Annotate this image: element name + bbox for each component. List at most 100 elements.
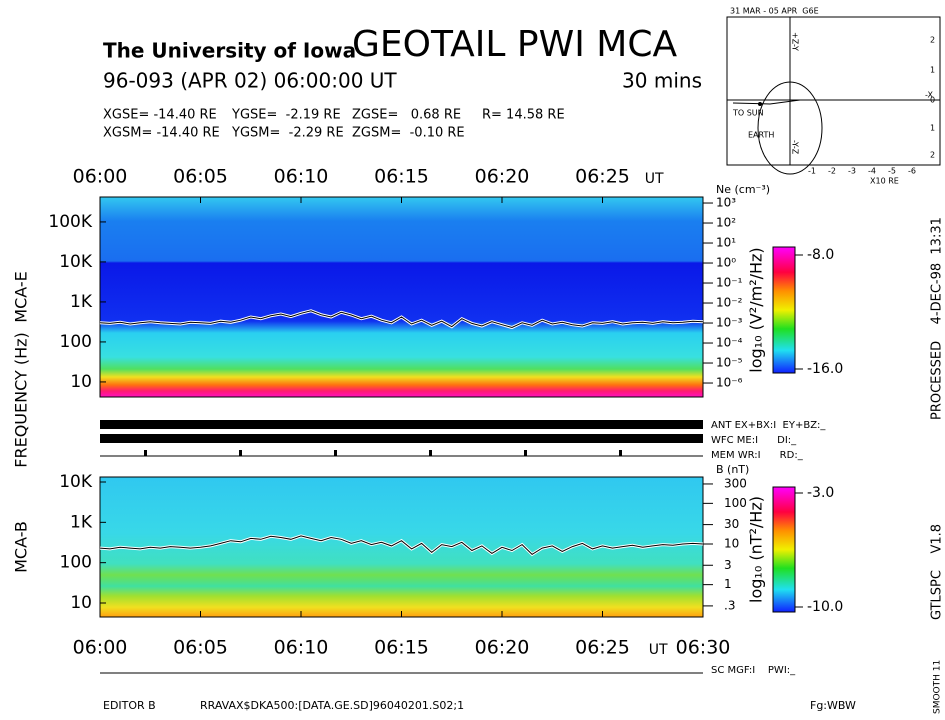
x-tick-label: 06:25	[575, 166, 630, 188]
orbit-unit: X10 RE	[870, 177, 899, 186]
position-item: XGSE= -14.40 RE	[103, 108, 217, 123]
colorbar-label: log₁₀ (nT²/Hz)	[747, 496, 766, 603]
x-tick-label: 06:15	[374, 166, 429, 188]
orbit-tick: 0	[930, 96, 935, 105]
orbit-tick: -3	[848, 167, 856, 176]
mode-tick	[429, 450, 432, 456]
date: 96-093 (APR 02) 06:00:00 UT	[103, 69, 397, 93]
colorbar-tick-label: -3.0	[807, 485, 834, 501]
mode-tick	[619, 450, 622, 456]
y-tick-label: 1K	[70, 292, 93, 312]
orbit-tick: -6	[908, 167, 916, 176]
orbit-tick: -5	[888, 167, 896, 176]
orbit-tick: 2	[930, 36, 935, 45]
y-tick-label: 10K	[59, 252, 93, 272]
y2-tick-label: 300	[724, 476, 747, 490]
orbit-label: EARTH	[748, 131, 774, 140]
orbit-label: -Y-Z	[791, 140, 800, 155]
y2-tick-label: 10⁻⁵	[716, 356, 743, 370]
position-item: R= 14.58 RE	[482, 108, 565, 123]
x-tick-label: 06:05	[173, 166, 228, 188]
footer-text: Fg:WBW	[810, 699, 856, 712]
y2-tick-label: 10⁻⁶	[716, 376, 743, 390]
y2-tick-label: 10¹	[716, 236, 736, 250]
orbit-path	[757, 81, 823, 175]
y2-tick-label: 10⁻⁴	[716, 336, 743, 350]
mode-text: WFC ME:I DI:_	[711, 435, 797, 446]
orbit-tick: -4	[868, 167, 876, 176]
colorbar	[772, 246, 796, 374]
x-unit: UT	[649, 642, 668, 658]
orbit-tick: 2	[930, 151, 935, 160]
position-item: ZGSM= -0.10 RE	[352, 126, 465, 141]
orbit-tick: -2	[828, 167, 836, 176]
y2-tick-label: .3	[724, 598, 735, 612]
y2-tick-label: 10	[724, 537, 739, 551]
y-tick-label: 100K	[48, 212, 92, 232]
mode-bar	[100, 420, 703, 429]
footer-text: EDITOR B	[103, 699, 156, 712]
x-unit: UT	[645, 171, 664, 187]
mode-ticks	[144, 450, 622, 456]
y2-axis-label: B (nT)	[716, 463, 749, 476]
duration: 30 mins	[622, 69, 702, 93]
smooth: SMOOTH 11	[933, 660, 943, 714]
mode-text: MEM WR:I RD:_	[711, 450, 804, 461]
orbit-label: -X	[925, 91, 933, 100]
y2-axis-label: Ne (cm⁻³)	[716, 183, 770, 196]
orbit-tick: -1	[808, 167, 816, 176]
x-tick-label: 06:00	[73, 637, 128, 659]
mode-tick	[524, 450, 527, 456]
x-tick-label: 06:10	[274, 637, 329, 659]
orbit-vector	[732, 99, 822, 105]
panel-label: MCA-E	[12, 271, 31, 322]
y-axis-label: FREQUENCY (Hz)	[12, 332, 31, 467]
footer-text: RRAVAX$DKA500:[DATA.GE.SD]96040201.S02;1	[200, 699, 464, 712]
mode-text: ANT EX+BX:I EY+BZ:_	[711, 420, 826, 431]
spectrogram	[100, 197, 703, 397]
y2-tick-label: 1	[724, 577, 732, 591]
y2-tick-label: 10²	[716, 216, 736, 230]
orbit-label: +Z-Y	[791, 32, 800, 51]
position: XGSE= -14.40 RE YGSE= -2.19 RE ZGSE= 0.6…	[103, 108, 565, 141]
orbit-title: 31 MAR - 05 APR G6E	[730, 7, 819, 16]
earth-dot	[758, 102, 762, 106]
y-tick-label: 1K	[70, 512, 93, 532]
y2-tick-label: 10⁻¹	[716, 276, 743, 290]
position-item: YGSE= -2.19 RE	[231, 108, 341, 123]
y-tick-label: 10	[70, 593, 92, 613]
x-tick-label: 06:30	[676, 637, 731, 659]
y-tick-label: 100	[60, 553, 92, 573]
x-tick-label: 06:25	[575, 637, 630, 659]
title: GEOTAIL PWI MCA	[352, 24, 677, 65]
y2-tick-label: 10⁻²	[716, 296, 743, 310]
colorbar-tick-label: -10.0	[807, 599, 843, 615]
y-tick-label: 100	[60, 332, 92, 352]
mode-tick	[144, 450, 147, 456]
processed: PROCESSED 4-DEC-98 13:31	[930, 217, 945, 420]
orbit-tick: 1	[930, 66, 935, 75]
orbit-frame	[726, 16, 941, 166]
y-tick-label: 10K	[59, 472, 93, 492]
x-tick-label: 06:05	[173, 637, 228, 659]
mode-bar	[100, 434, 703, 443]
institution: The University of Iowa	[103, 39, 356, 63]
x-tick-label: 06:15	[374, 637, 429, 659]
colorbar-tick-label: -8.0	[807, 247, 834, 263]
trace	[99, 310, 704, 329]
y2-tick-label: 30	[724, 517, 739, 531]
panel-label: MCA-B	[12, 521, 31, 573]
position-item: YGSM= -2.29 RE	[231, 126, 344, 141]
y2-tick-label: 10³	[716, 196, 736, 210]
trace	[99, 535, 704, 556]
orbit-label: TO SUN	[732, 109, 764, 118]
y2-tick-label: 10⁻³	[716, 316, 743, 330]
orbit-plot: 31 MAR - 05 APR G6E +Z-Y -Y-Z -X TO SUN …	[726, 7, 941, 186]
colorbar-label: log₁₀ (V²/m²/Hz)	[747, 247, 766, 372]
mode-text: SC MGF:I PWI:_	[711, 665, 796, 676]
mode-tick	[239, 450, 242, 456]
y2-tick-label: 10⁰	[716, 256, 736, 270]
colorbar-tick-label: -16.0	[807, 361, 843, 377]
